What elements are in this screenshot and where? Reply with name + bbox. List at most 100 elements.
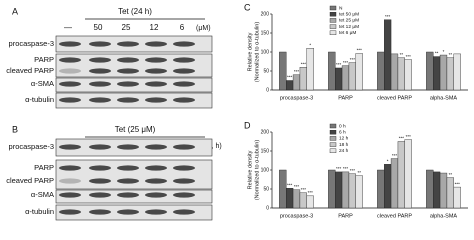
blot-band <box>117 68 139 74</box>
legend-swatch <box>329 136 337 141</box>
blot-band <box>145 178 167 184</box>
bar <box>341 171 350 209</box>
significance: ** <box>435 51 439 56</box>
blot-band <box>145 41 167 47</box>
blot-band <box>89 81 111 87</box>
significance: *** <box>455 181 461 186</box>
blot-band <box>59 178 81 184</box>
row-label: cleaved PARP <box>6 66 54 75</box>
significance: * <box>309 42 311 47</box>
bar <box>453 186 461 209</box>
blot-band <box>173 68 195 74</box>
bar <box>299 66 307 91</box>
bar <box>446 177 454 209</box>
blot-frame <box>55 53 213 78</box>
y-tick-label: 200 <box>261 129 270 135</box>
lane-label: — <box>64 23 72 32</box>
legend-label: tet 6 μM <box>339 30 356 36</box>
significance: *** <box>336 62 342 67</box>
bar <box>279 51 287 91</box>
bar <box>286 80 294 91</box>
bar <box>397 141 405 209</box>
row-label: PARP <box>34 163 54 172</box>
legend-label: 24 h <box>339 148 349 154</box>
blot-band <box>145 144 167 150</box>
legend-label: 0 h <box>339 123 346 129</box>
panel-label: A <box>12 6 18 16</box>
bar <box>384 19 392 91</box>
blot-band <box>59 97 81 103</box>
legend-label: tet 12 μM <box>339 24 359 30</box>
significance: *** <box>350 168 356 173</box>
blot-band <box>117 57 139 63</box>
bar <box>341 65 350 91</box>
row-label: procaspase-3 <box>9 142 54 151</box>
blot-band <box>117 81 139 87</box>
bar <box>390 158 399 209</box>
y-axis-label: (Normalized to α-tubulin) <box>254 22 260 83</box>
y-tick-label: 50 <box>263 68 269 74</box>
legend-swatch <box>329 5 337 11</box>
blot-band <box>59 165 81 171</box>
significance: *** <box>294 69 300 74</box>
blot-band <box>173 209 195 215</box>
legend-swatch <box>329 30 337 35</box>
blot-band <box>173 178 195 184</box>
significance: *** <box>287 75 293 80</box>
significance: *** <box>357 48 363 53</box>
x-tick-label: procaspase-3 <box>280 95 313 101</box>
significance: *** <box>301 61 307 66</box>
x-tick-label: PARP <box>338 95 353 101</box>
significance: *** <box>301 187 307 192</box>
blot-band <box>89 68 111 74</box>
legend-swatch <box>329 142 337 147</box>
blot-band <box>117 144 139 150</box>
figure: A Tet (24 h) — 50 25 12 6 (μM) procaspase-3 PARP c… <box>6 2 468 221</box>
bar <box>279 169 287 209</box>
legend-label: 18 h <box>339 142 349 148</box>
row-label: α-tubulin <box>25 95 54 104</box>
bar <box>292 74 301 91</box>
bar <box>404 59 412 91</box>
y-tick-label: 0 <box>266 87 269 93</box>
legend-swatch <box>329 129 337 135</box>
bar <box>384 164 392 209</box>
blot-band <box>89 209 111 215</box>
blot-band <box>117 97 139 103</box>
bar <box>348 173 356 209</box>
blot-band <box>117 192 139 198</box>
significance: *** <box>343 60 349 65</box>
bar <box>433 56 441 91</box>
blot-band <box>145 81 167 87</box>
significance: *** <box>392 153 398 158</box>
row-label: α-SMA <box>31 190 54 199</box>
y-tick-label: 150 <box>261 30 270 36</box>
significance: *** <box>294 184 300 189</box>
bar <box>377 51 385 91</box>
bar <box>439 172 448 209</box>
significance: *** <box>343 166 349 171</box>
bar <box>433 171 441 209</box>
bar <box>377 169 385 209</box>
x-tick-label: procaspase-3 <box>280 213 313 219</box>
bar <box>292 189 301 209</box>
x-tick-label: cleaved PARP <box>377 213 412 219</box>
significance: *** <box>399 136 405 141</box>
blot-band <box>89 41 111 47</box>
significance: ** <box>400 52 404 57</box>
bar <box>355 53 363 91</box>
bar <box>439 54 448 91</box>
bar <box>355 175 363 209</box>
legend-label: 12 h <box>339 136 349 142</box>
blot-band <box>117 165 139 171</box>
y-axis-label: (Normalized to α-tubulin) <box>254 140 260 201</box>
row-label: PARP <box>34 55 54 64</box>
row-label: procaspase-3 <box>9 39 54 48</box>
blot-band <box>145 165 167 171</box>
y-axis-label: Relative density <box>247 32 253 71</box>
bar <box>299 192 307 209</box>
blot-band <box>59 41 81 47</box>
blot-band <box>173 81 195 87</box>
x-tick-label: alpha-SMA <box>430 213 458 219</box>
lane-label: 6 <box>180 23 185 32</box>
